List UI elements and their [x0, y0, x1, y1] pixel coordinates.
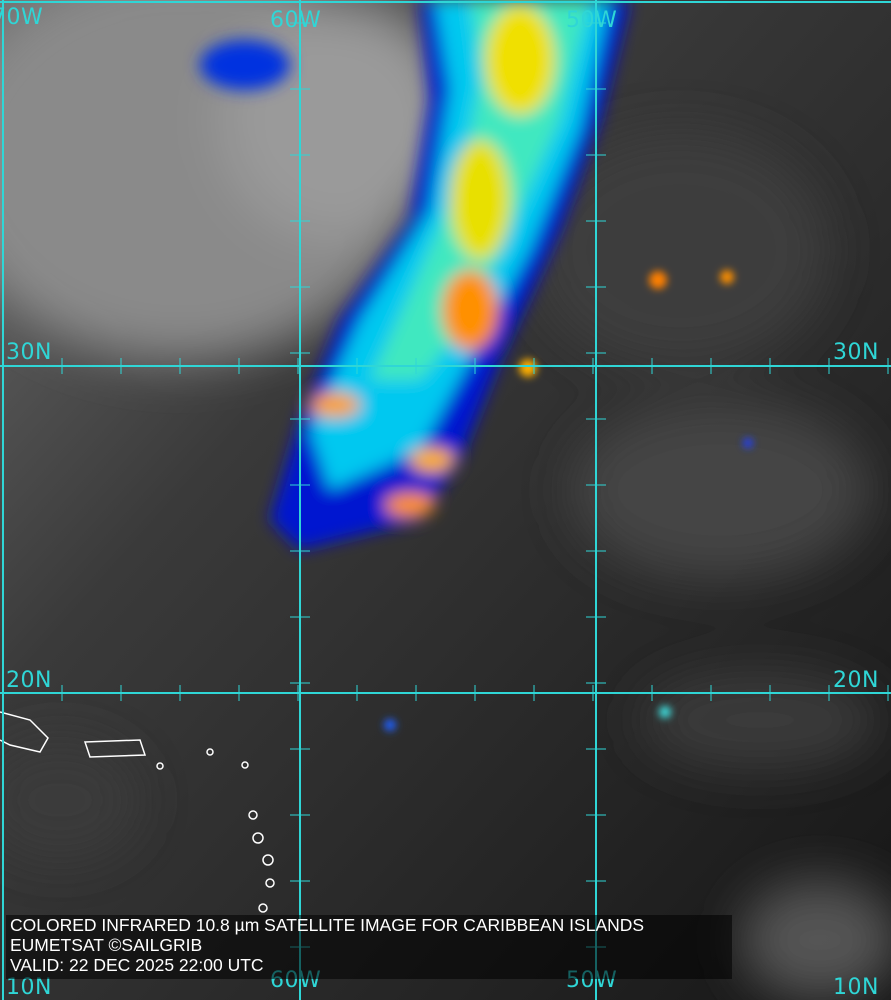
lat-label-30n-right: 30N: [833, 340, 879, 365]
caption-source: EUMETSAT ©SAILGRIB: [10, 935, 203, 955]
cold-cloud-band: [200, 0, 630, 550]
lon-label-70w: 70W: [0, 5, 44, 30]
land-outlines: [0, 711, 275, 913]
lon-label-50w: 50W: [566, 8, 618, 33]
lat-label-30n: 30N: [6, 340, 52, 365]
lat-label-10n-right: 10N: [833, 975, 879, 1000]
caption-title: COLORED INFRARED 10.8 µm SATELLITE IMAGE…: [10, 915, 645, 935]
lon-label-60w: 60W: [270, 8, 322, 33]
lat-label-20n: 20N: [6, 668, 52, 693]
caption-valid-time: VALID: 22 DEC 2025 22:00 UTC: [10, 955, 264, 975]
isolated-convective-cells: [384, 270, 753, 731]
lat-label-20n-right: 20N: [833, 668, 879, 693]
image-caption: COLORED INFRARED 10.8 µm SATELLITE IMAGE…: [6, 915, 732, 979]
lat-label-10n: 10N: [6, 975, 52, 1000]
